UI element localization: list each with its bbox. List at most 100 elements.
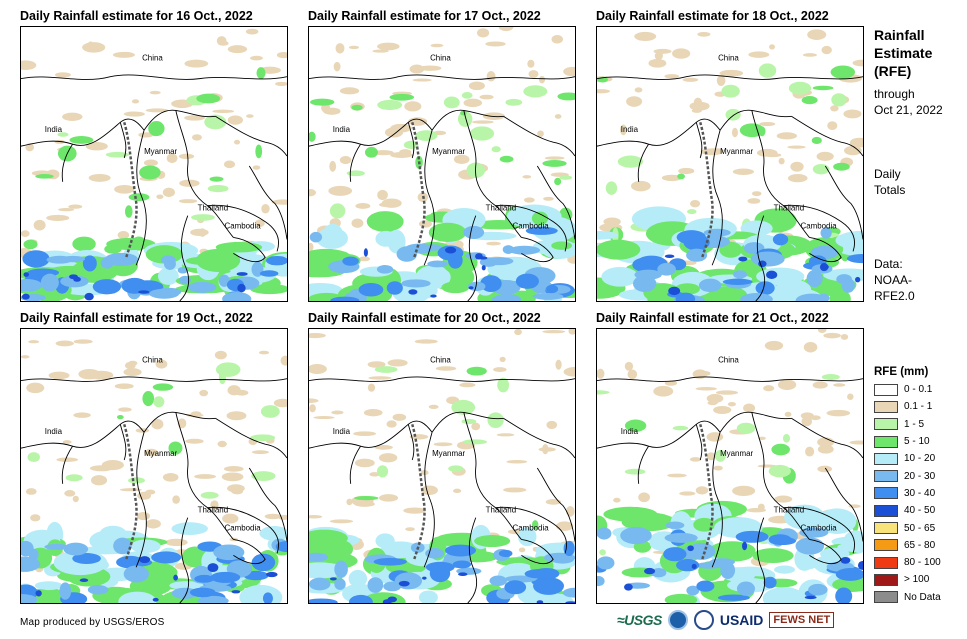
country-border: [536, 165, 575, 240]
rain-patch-light: [833, 383, 846, 387]
rain-patch-moderate: [403, 140, 419, 149]
rain-patch-moderate: [605, 181, 618, 195]
rain-patch-light: [546, 420, 558, 430]
rain-band-core: [750, 251, 785, 267]
country-label-myanmar: Myanmar: [720, 449, 753, 458]
rain-patch-light: [690, 199, 701, 208]
country-label-thailand: Thailand: [198, 204, 228, 213]
rain-band-core: [309, 231, 323, 243]
rain-patch-light: [523, 197, 535, 203]
rain-patch-moderate: [523, 85, 548, 98]
rain-band-patch: [428, 222, 467, 243]
country-border: [783, 506, 856, 554]
country-border: [143, 411, 216, 433]
rain-patch-light: [387, 359, 408, 367]
rain-patch-light: [131, 99, 140, 104]
rain-patch-light: [477, 28, 490, 38]
rain-patch-light: [21, 60, 37, 71]
country-label-india: India: [45, 427, 63, 436]
rain-band-core: [82, 255, 97, 272]
rain-band-patch: [195, 248, 241, 272]
legend-swatch: [874, 452, 898, 465]
country-border: [711, 130, 723, 266]
legend-row: 10 - 20: [874, 450, 941, 467]
legend-swatch: [874, 470, 898, 483]
rain-patch-moderate: [531, 520, 539, 530]
rain-band-intense: [445, 246, 457, 254]
country-border: [637, 445, 649, 484]
rain-patch-light: [634, 31, 657, 41]
rain-patch-light: [764, 340, 784, 351]
country-label-china: China: [142, 356, 163, 365]
rain-patch-light: [809, 415, 821, 421]
rain-patch-moderate: [505, 98, 523, 106]
rain-band-core: [597, 527, 612, 540]
rain-patch-moderate: [415, 130, 438, 141]
terrain-ridge: [699, 121, 714, 258]
rain-band-core: [210, 571, 241, 583]
rain-patch-light: [280, 355, 287, 366]
rain-band-core: [665, 521, 685, 530]
rain-patch-moderate: [557, 92, 575, 101]
legend-label: 10 - 20: [904, 453, 936, 465]
country-border: [119, 122, 127, 159]
country-border: [711, 432, 723, 568]
rain-band-intense: [478, 256, 488, 260]
rain-band-intense: [73, 276, 81, 282]
rain-band-intense: [21, 293, 30, 300]
rain-band-core: [720, 561, 736, 580]
rainfall-map-17oct: China India Myanmar Thailand Cambodia: [308, 26, 576, 302]
rain-patch-light: [309, 363, 327, 374]
rain-band-core: [795, 293, 829, 301]
rain-band-core: [498, 549, 513, 558]
country-border: [521, 237, 554, 263]
rain-patch-light: [713, 405, 732, 414]
legend-label: No Data: [904, 591, 941, 603]
rain-patch-moderate: [310, 98, 335, 106]
rain-band-core: [187, 281, 217, 293]
map-canvas: China India Myanmar Thailand Cambodia: [21, 339, 287, 603]
rain-band-intense: [738, 256, 748, 262]
fews-net-logo: FEWS NET: [769, 612, 835, 628]
rain-patch-light: [339, 156, 352, 165]
rain-patch-light: [787, 145, 806, 149]
legend-label: 5 - 10: [904, 436, 930, 448]
country-label-india: India: [333, 125, 351, 134]
legend-swatch: [874, 487, 898, 500]
rain-patch-moderate: [377, 99, 403, 111]
rain-band-core: [562, 587, 575, 598]
rain-patch-light: [384, 127, 404, 138]
rain-band-core: [197, 595, 229, 603]
country-border: [135, 130, 147, 266]
rain-patch-moderate: [200, 491, 219, 499]
rain-patch-light: [653, 385, 674, 397]
rain-patch-light: [234, 139, 241, 145]
rain-patch-light: [335, 43, 345, 54]
rain-patch-light: [329, 519, 354, 524]
rain-band-core: [696, 580, 715, 592]
rain-band-intense: [84, 292, 94, 301]
rain-band-core: [551, 555, 575, 564]
rain-patch-moderate: [687, 209, 697, 215]
rain-patch-light: [542, 330, 566, 334]
country-border: [521, 539, 554, 565]
country-border: [175, 110, 234, 238]
rain-band-core: [795, 537, 825, 555]
rain-band-intense: [138, 290, 150, 294]
rain-patch-light: [706, 432, 724, 442]
rain-patch-light: [506, 460, 528, 464]
country-border: [207, 204, 280, 252]
rain-patch-light: [123, 111, 145, 117]
country-border: [215, 115, 287, 157]
rain-patch-light: [620, 124, 627, 136]
rain-patch-light: [251, 450, 269, 455]
country-border: [349, 143, 361, 182]
rain-patch-light: [751, 191, 762, 197]
rain-patch-light: [565, 506, 575, 517]
rain-patch-light: [430, 43, 444, 48]
rain-patch-light: [479, 94, 494, 100]
legend-row: 50 - 65: [874, 519, 941, 536]
rain-patch-moderate: [72, 236, 96, 252]
country-border: [248, 467, 287, 542]
rain-patch-moderate: [833, 162, 850, 171]
